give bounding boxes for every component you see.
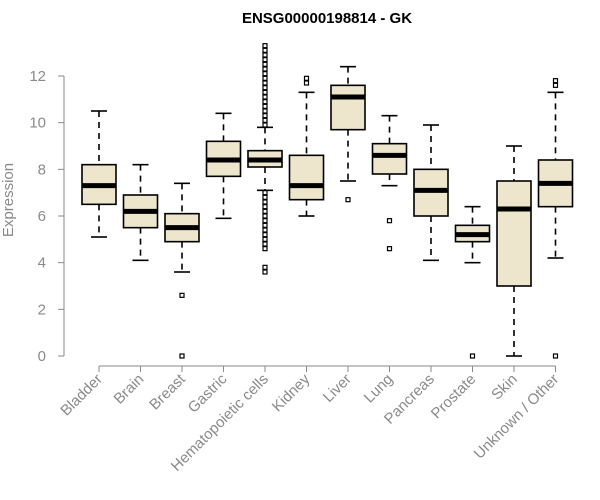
outlier-point <box>552 78 559 84</box>
y-tick-label: 10 <box>29 115 46 132</box>
iqr-box <box>371 142 408 175</box>
outlier-point <box>262 47 268 53</box>
chart-title: ENSG00000198814 - GK <box>242 10 412 27</box>
box-unknown-other <box>537 78 574 359</box>
outlier-point <box>345 197 351 203</box>
box-liver <box>330 65 366 203</box>
y-tick-label: 8 <box>38 161 46 178</box>
outlier-point <box>262 113 268 119</box>
outlier-point <box>262 199 268 205</box>
y-tick-label: 0 <box>38 348 46 365</box>
box-pancreas <box>413 124 449 262</box>
outlier-point <box>262 94 268 100</box>
outlier-point <box>552 353 559 359</box>
category-label: Breast <box>146 370 189 413</box>
outlier-point <box>262 57 268 63</box>
outlier-point <box>262 190 268 196</box>
category-label: Brain <box>111 371 148 408</box>
box-hematopoietic-cells <box>247 43 283 275</box>
outlier-point <box>262 61 268 67</box>
outlier-point <box>262 269 268 275</box>
box-bladder <box>81 110 117 238</box>
category-label: Prostate <box>428 371 480 423</box>
y-tick-label: 2 <box>38 301 46 318</box>
outlier-point <box>262 43 268 49</box>
outlier-point <box>262 208 268 214</box>
outlier-point <box>262 71 268 77</box>
category-label: Skin <box>488 371 521 404</box>
outlier-point <box>262 117 268 123</box>
y-tick-label: 6 <box>38 208 46 225</box>
outlier-point <box>179 353 185 359</box>
outlier-point <box>262 227 268 233</box>
outlier-point <box>262 204 268 210</box>
box-skin <box>496 145 532 357</box>
outlier-point <box>262 264 268 270</box>
iqr-box <box>330 84 366 131</box>
box-brain <box>122 163 159 262</box>
y-tick-label: 12 <box>29 68 46 85</box>
outlier-point <box>303 75 310 81</box>
iqr-box <box>496 180 532 287</box>
outlier-point <box>262 194 268 200</box>
x-axis <box>98 365 556 372</box>
outlier-point <box>469 353 476 359</box>
category-label: Bladder <box>57 371 106 420</box>
outlier-point <box>262 222 268 228</box>
outlier-point <box>262 89 268 95</box>
boxes <box>81 43 574 359</box>
outlier-point <box>262 232 268 238</box>
outlier-point <box>262 80 268 86</box>
outlier-point <box>262 213 268 219</box>
category-label: Liver <box>320 371 355 406</box>
outlier-point <box>262 236 268 242</box>
box-gastric <box>205 112 242 220</box>
outlier-point <box>262 122 268 128</box>
outlier-point <box>552 82 559 88</box>
y-tick-label: 4 <box>38 255 46 272</box>
outlier-point <box>386 218 393 224</box>
outlier-point <box>262 108 268 114</box>
outlier-point <box>262 52 268 58</box>
outlier-point <box>262 241 268 247</box>
box-kidney <box>288 75 325 217</box>
outlier-point <box>262 99 268 105</box>
outlier-point <box>262 218 268 224</box>
box-prostate <box>454 205 491 359</box>
outlier-point <box>386 246 393 252</box>
outlier-point <box>179 292 185 298</box>
iqr-box <box>288 154 325 201</box>
box-breast <box>164 182 200 359</box>
outlier-point <box>262 75 268 81</box>
category-label: Kidney <box>269 370 314 415</box>
outlier-point <box>303 80 310 86</box>
y-axis-label: Expression <box>0 163 17 237</box>
outlier-point <box>262 66 268 72</box>
outlier-point <box>262 103 268 109</box>
box-lung <box>371 114 408 252</box>
y-axis: 0 2 4 6 8 10 12 <box>29 68 65 365</box>
category-label: Lung <box>361 371 397 407</box>
outlier-point <box>262 85 268 91</box>
outlier-point <box>262 246 268 252</box>
